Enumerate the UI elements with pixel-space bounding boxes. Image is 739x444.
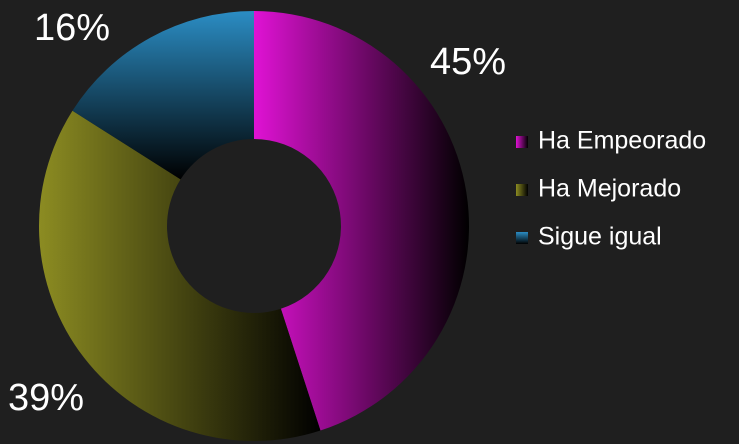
legend-swatch <box>516 232 528 244</box>
legend-label: Ha Empeorado <box>538 127 706 155</box>
data-label: 16% <box>34 7 110 49</box>
legend-swatch <box>516 184 528 196</box>
legend-swatch <box>516 136 528 148</box>
legend-label: Ha Mejorado <box>538 175 681 203</box>
donut-slice <box>39 110 321 441</box>
data-label: 45% <box>430 41 506 83</box>
legend-label: Sigue igual <box>538 223 662 251</box>
data-label: 39% <box>8 377 84 419</box>
donut-slice <box>254 11 469 431</box>
donut-slice <box>72 11 254 180</box>
